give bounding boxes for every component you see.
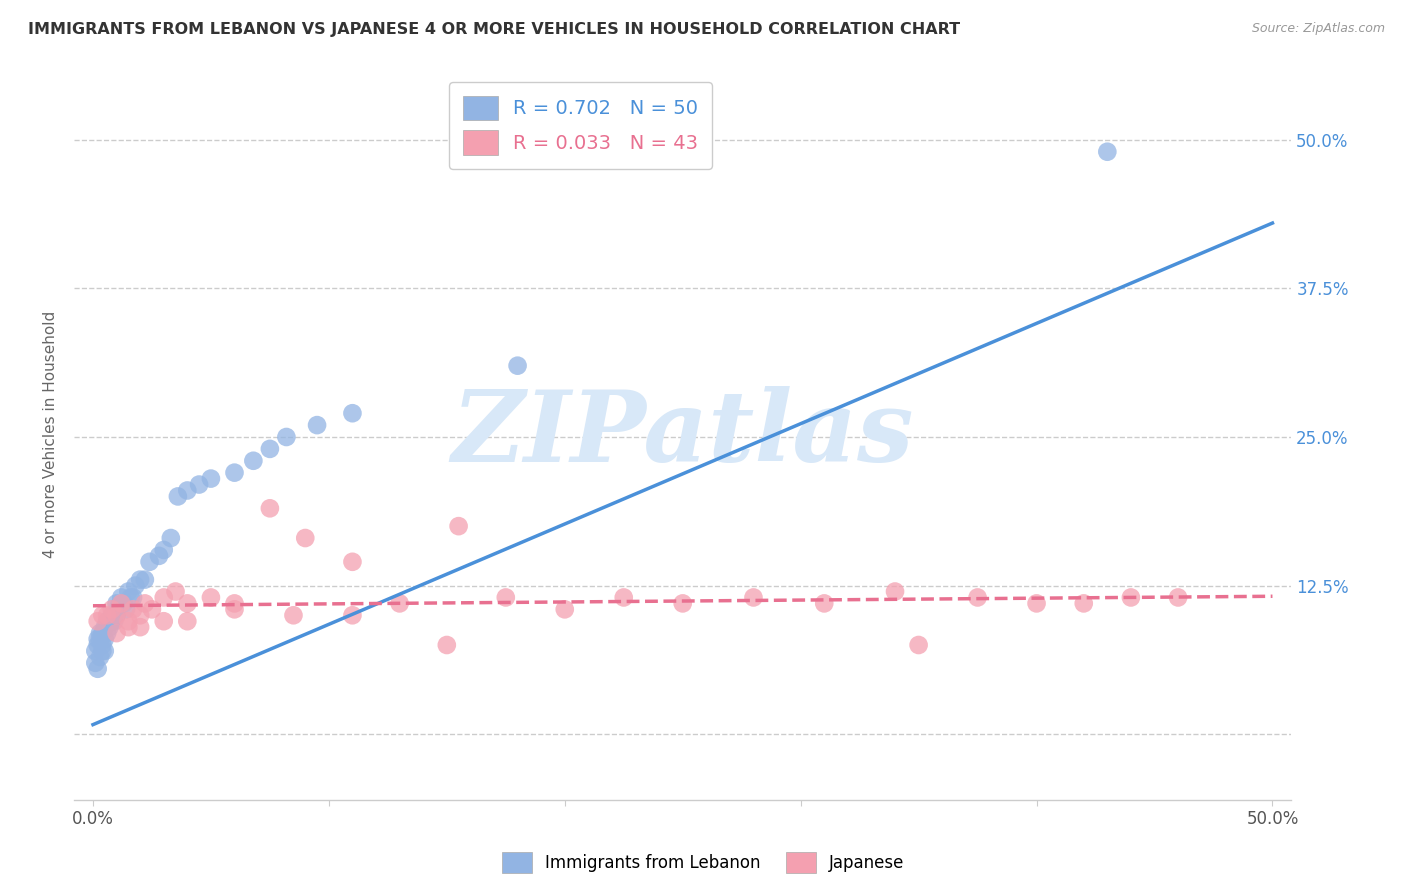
Point [134, 596, 156, 610]
Point [112, 596, 135, 610]
Text: Source: ZipAtlas.com: Source: ZipAtlas.com [1251, 22, 1385, 36]
Point [307, 418, 329, 433]
Point [86, 662, 108, 676]
Point [89, 649, 111, 664]
Point [152, 591, 174, 605]
Point [224, 596, 246, 610]
Point [105, 608, 128, 623]
Point [167, 490, 190, 504]
Point [224, 602, 246, 616]
Point [506, 359, 529, 373]
Point [101, 614, 124, 628]
Point [176, 596, 198, 610]
Point [152, 542, 174, 557]
Point [138, 555, 160, 569]
Point [110, 596, 132, 610]
Point [152, 614, 174, 628]
Point [1073, 596, 1095, 610]
Point [129, 620, 152, 634]
Point [84, 644, 107, 658]
Point [447, 519, 470, 533]
Point [115, 602, 138, 616]
Point [1167, 591, 1189, 605]
Point [117, 614, 139, 628]
Point [613, 591, 636, 605]
Point [907, 638, 929, 652]
Point [224, 466, 246, 480]
Point [98, 614, 121, 628]
Y-axis label: 4 or more Vehicles in Household: 4 or more Vehicles in Household [44, 310, 58, 558]
Point [94, 644, 117, 658]
Point [96, 608, 118, 623]
Point [342, 608, 364, 623]
Point [105, 596, 128, 610]
Point [101, 602, 124, 616]
Point [96, 614, 118, 628]
Point [86, 638, 108, 652]
Point [159, 531, 181, 545]
Point [342, 555, 364, 569]
Point [108, 599, 131, 613]
Point [200, 472, 222, 486]
Point [89, 626, 111, 640]
Legend: R = 0.702   N = 50, R = 0.033   N = 43: R = 0.702 N = 50, R = 0.033 N = 43 [449, 82, 711, 169]
Point [129, 608, 152, 623]
Point [141, 602, 163, 616]
Point [813, 596, 835, 610]
Point [86, 614, 108, 628]
Point [294, 531, 316, 545]
Point [259, 501, 281, 516]
Point [742, 591, 765, 605]
Point [98, 620, 121, 634]
Point [86, 632, 108, 646]
Point [259, 442, 281, 456]
Point [94, 632, 117, 646]
Point [94, 620, 117, 634]
Point [966, 591, 988, 605]
Point [117, 620, 139, 634]
Point [495, 591, 517, 605]
Point [165, 584, 187, 599]
Point [200, 591, 222, 605]
Point [120, 591, 142, 605]
Point [105, 608, 128, 623]
Point [188, 477, 211, 491]
Point [105, 626, 128, 640]
Point [122, 591, 145, 605]
Point [276, 430, 298, 444]
Point [176, 483, 198, 498]
Point [148, 549, 170, 563]
Point [1025, 596, 1047, 610]
Point [176, 614, 198, 628]
Point [242, 454, 264, 468]
Point [554, 602, 576, 616]
Point [101, 608, 124, 623]
Point [89, 632, 111, 646]
Point [129, 573, 152, 587]
Point [91, 644, 114, 658]
Point [110, 591, 132, 605]
Point [283, 608, 305, 623]
Point [388, 596, 411, 610]
Point [84, 656, 107, 670]
Point [122, 602, 145, 616]
Point [96, 626, 118, 640]
Point [91, 608, 114, 623]
Text: ZIPatlas: ZIPatlas [451, 385, 914, 483]
Point [103, 608, 125, 623]
Point [91, 626, 114, 640]
Point [884, 584, 907, 599]
Point [103, 614, 125, 628]
Point [672, 596, 695, 610]
Point [117, 584, 139, 599]
Point [124, 578, 146, 592]
Point [1097, 145, 1119, 159]
Text: IMMIGRANTS FROM LEBANON VS JAPANESE 4 OR MORE VEHICLES IN HOUSEHOLD CORRELATION : IMMIGRANTS FROM LEBANON VS JAPANESE 4 OR… [28, 22, 960, 37]
Point [91, 638, 114, 652]
Point [134, 573, 156, 587]
Point [1119, 591, 1142, 605]
Point [342, 406, 364, 420]
Legend: Immigrants from Lebanon, Japanese: Immigrants from Lebanon, Japanese [495, 846, 911, 880]
Point [436, 638, 458, 652]
